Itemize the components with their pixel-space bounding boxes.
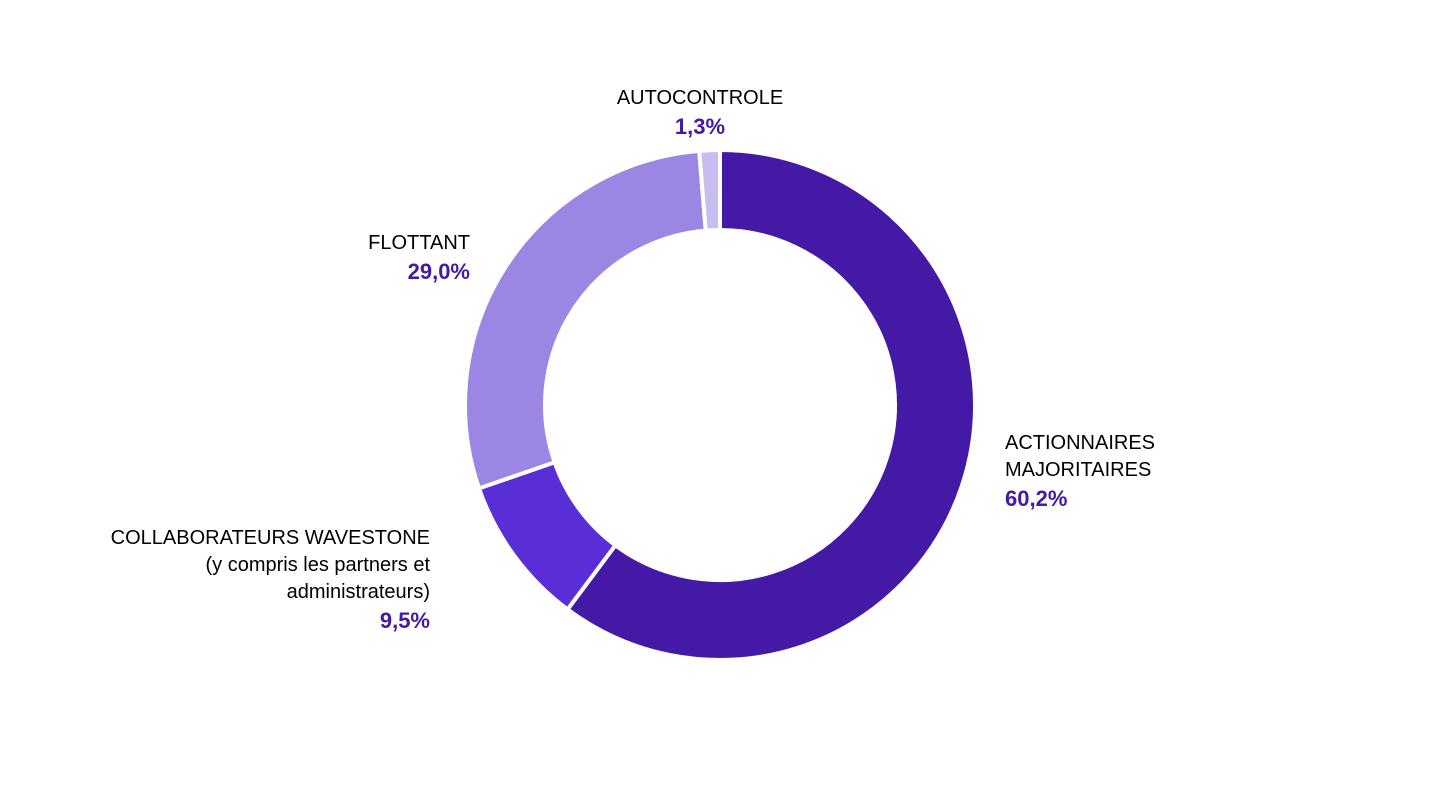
label-flottant-title: FLOTTANT (368, 230, 470, 257)
label-autocontrole: AUTOCONTROLE 1,3% (617, 85, 783, 142)
label-collaborateurs: COLLABORATEURS WAVESTONE(y compris les p… (111, 525, 430, 636)
donut-svg (455, 140, 985, 670)
label-autocontrole-title: AUTOCONTROLE (617, 85, 783, 112)
label-majoritaires: ACTIONNAIRESMAJORITAIRES 60,2% (1005, 430, 1155, 514)
label-majoritaires-value: 60,2% (1005, 484, 1155, 514)
label-collaborateurs-value: 9,5% (111, 606, 430, 636)
label-majoritaires-title: ACTIONNAIRESMAJORITAIRES (1005, 430, 1155, 484)
label-collaborateurs-title: COLLABORATEURS WAVESTONE(y compris les p… (111, 525, 430, 606)
label-flottant-value: 29,0% (368, 257, 470, 287)
label-autocontrole-value: 1,3% (617, 112, 783, 142)
label-flottant: FLOTTANT 29,0% (368, 230, 470, 287)
donut-chart: ACTIONNAIRESMAJORITAIRES 60,2% COLLABORA… (0, 0, 1440, 810)
donut-segment-flottant (465, 151, 706, 489)
